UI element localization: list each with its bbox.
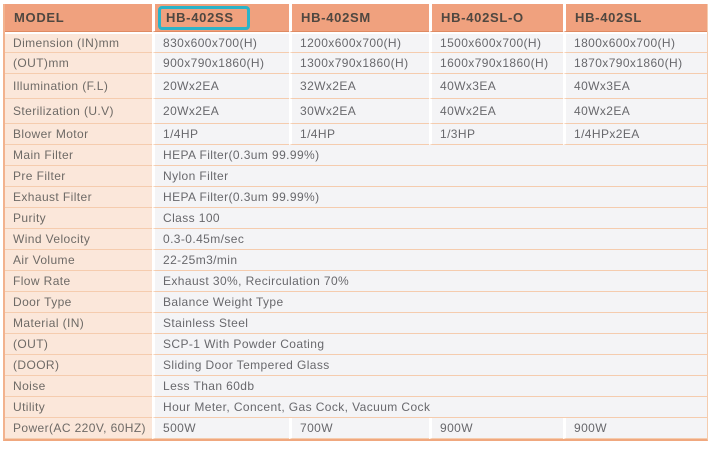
spec-table: MODEL HB-402SS HB-402SM HB-402SL-O HB-40… bbox=[5, 4, 707, 439]
model-header-hb402sm[interactable]: HB-402SM bbox=[289, 4, 429, 32]
spec-label: Door Type bbox=[5, 292, 152, 313]
spec-value: 1600x790x1860(H) bbox=[429, 53, 563, 74]
model-header-hb402sl-o[interactable]: HB-402SL-O bbox=[429, 4, 563, 32]
model-column-header: MODEL bbox=[5, 4, 152, 32]
spec-value: Class 100 bbox=[152, 208, 707, 229]
table-row: Illumination (F.L) 20Wx2EA 32Wx2EA 40Wx3… bbox=[5, 74, 707, 99]
model-header-hb402sl[interactable]: HB-402SL bbox=[563, 4, 707, 32]
spec-value: 1200x600x700(H) bbox=[289, 32, 429, 53]
spec-value: Sliding Door Tempered Glass bbox=[152, 355, 707, 376]
spec-value: 700W bbox=[289, 418, 429, 439]
spec-value: Hour Meter, Concent, Gas Cock, Vacuum Co… bbox=[152, 397, 707, 418]
spec-value: Exhaust 30%, Recirculation 70% bbox=[152, 271, 707, 292]
spec-value: 40Wx2EA bbox=[429, 99, 563, 124]
spec-value: 30Wx2EA bbox=[289, 99, 429, 124]
table-row: Material (IN) Stainless Steel bbox=[5, 313, 707, 334]
table-row: Wind Velocity 0.3-0.45m/sec bbox=[5, 229, 707, 250]
spec-value: Nylon Filter bbox=[152, 166, 707, 187]
spec-value: 1/4HPx2EA bbox=[563, 124, 707, 145]
spec-value: 1500x600x700(H) bbox=[429, 32, 563, 53]
spec-value: 40Wx3EA bbox=[563, 74, 707, 99]
table-row: Power(AC 220V, 60HZ) 500W 700W 900W 900W bbox=[5, 418, 707, 439]
spec-value: 0.3-0.45m/sec bbox=[152, 229, 707, 250]
table-row: Pre Filter Nylon Filter bbox=[5, 166, 707, 187]
spec-label: Dimension (IN)mm bbox=[5, 32, 152, 53]
table-row: Exhaust Filter HEPA Filter(0.3um 99.99%) bbox=[5, 187, 707, 208]
table-row: Sterilization (U.V) 20Wx2EA 30Wx2EA 40Wx… bbox=[5, 99, 707, 124]
spec-label: (OUT)mm bbox=[5, 53, 152, 74]
spec-value: 900W bbox=[429, 418, 563, 439]
table-row: Main Filter HEPA Filter(0.3um 99.99%) bbox=[5, 145, 707, 166]
spec-value: 900W bbox=[563, 418, 707, 439]
spec-value: Stainless Steel bbox=[152, 313, 707, 334]
spec-value: 1/4HP bbox=[289, 124, 429, 145]
spec-label: Air Volume bbox=[5, 250, 152, 271]
spec-value: 1/3HP bbox=[429, 124, 563, 145]
model-name: HB-402SS bbox=[166, 9, 234, 25]
spec-label: Power(AC 220V, 60HZ) bbox=[5, 418, 152, 439]
model-header-hb402ss[interactable]: HB-402SS bbox=[152, 4, 289, 32]
spec-label: Blower Motor bbox=[5, 124, 152, 145]
spec-label: Utility bbox=[5, 397, 152, 418]
spec-value: 22-25m3/min bbox=[152, 250, 707, 271]
spec-label: Purity bbox=[5, 208, 152, 229]
spec-value: SCP-1 With Powder Coating bbox=[152, 334, 707, 355]
spec-value: HEPA Filter(0.3um 99.99%) bbox=[152, 187, 707, 208]
spec-value: 1300x790x1860(H) bbox=[289, 53, 429, 74]
spec-label: Sterilization (U.V) bbox=[5, 99, 152, 124]
spec-value: 900x790x1860(H) bbox=[152, 53, 289, 74]
spec-value: Balance Weight Type bbox=[152, 292, 707, 313]
spec-value: 20Wx2EA bbox=[152, 74, 289, 99]
table-row: Dimension (IN)mm 830x600x700(H) 1200x600… bbox=[5, 32, 707, 53]
spec-value: 40Wx3EA bbox=[429, 74, 563, 99]
spec-value: 1800x600x700(H) bbox=[563, 32, 707, 53]
table-row: Flow Rate Exhaust 30%, Recirculation 70% bbox=[5, 271, 707, 292]
spec-value: Less Than 60db bbox=[152, 376, 707, 397]
spec-value: 500W bbox=[152, 418, 289, 439]
spec-value: 32Wx2EA bbox=[289, 74, 429, 99]
table-row: Blower Motor 1/4HP 1/4HP 1/3HP 1/4HPx2EA bbox=[5, 124, 707, 145]
spec-label: Noise bbox=[5, 376, 152, 397]
spec-label: Material (IN) bbox=[5, 313, 152, 334]
spec-label: (OUT) bbox=[5, 334, 152, 355]
table-row: Utility Hour Meter, Concent, Gas Cock, V… bbox=[5, 397, 707, 418]
table-row: Noise Less Than 60db bbox=[5, 376, 707, 397]
table-header-row: MODEL HB-402SS HB-402SM HB-402SL-O HB-40… bbox=[5, 4, 707, 32]
spec-value: 1/4HP bbox=[152, 124, 289, 145]
table-row: (DOOR) Sliding Door Tempered Glass bbox=[5, 355, 707, 376]
spec-value: 20Wx2EA bbox=[152, 99, 289, 124]
table-row: (OUT)mm 900x790x1860(H) 1300x790x1860(H)… bbox=[5, 53, 707, 74]
spec-label: Wind Velocity bbox=[5, 229, 152, 250]
table-row: Air Volume 22-25m3/min bbox=[5, 250, 707, 271]
spec-value: HEPA Filter(0.3um 99.99%) bbox=[152, 145, 707, 166]
selection-highlight-box: HB-402SS bbox=[158, 5, 250, 30]
spec-label: Flow Rate bbox=[5, 271, 152, 292]
table-row: (OUT) SCP-1 With Powder Coating bbox=[5, 334, 707, 355]
spec-value: 830x600x700(H) bbox=[152, 32, 289, 53]
spec-label: Main Filter bbox=[5, 145, 152, 166]
spec-label: Pre Filter bbox=[5, 166, 152, 187]
spec-value: 40Wx2EA bbox=[563, 99, 707, 124]
spec-label: Exhaust Filter bbox=[5, 187, 152, 208]
table-row: Door Type Balance Weight Type bbox=[5, 292, 707, 313]
table-row: Purity Class 100 bbox=[5, 208, 707, 229]
spec-table-container: MODEL HB-402SS HB-402SM HB-402SL-O HB-40… bbox=[3, 4, 708, 441]
spec-value: 1870x790x1860(H) bbox=[563, 53, 707, 74]
spec-label: (DOOR) bbox=[5, 355, 152, 376]
spec-label: Illumination (F.L) bbox=[5, 74, 152, 99]
